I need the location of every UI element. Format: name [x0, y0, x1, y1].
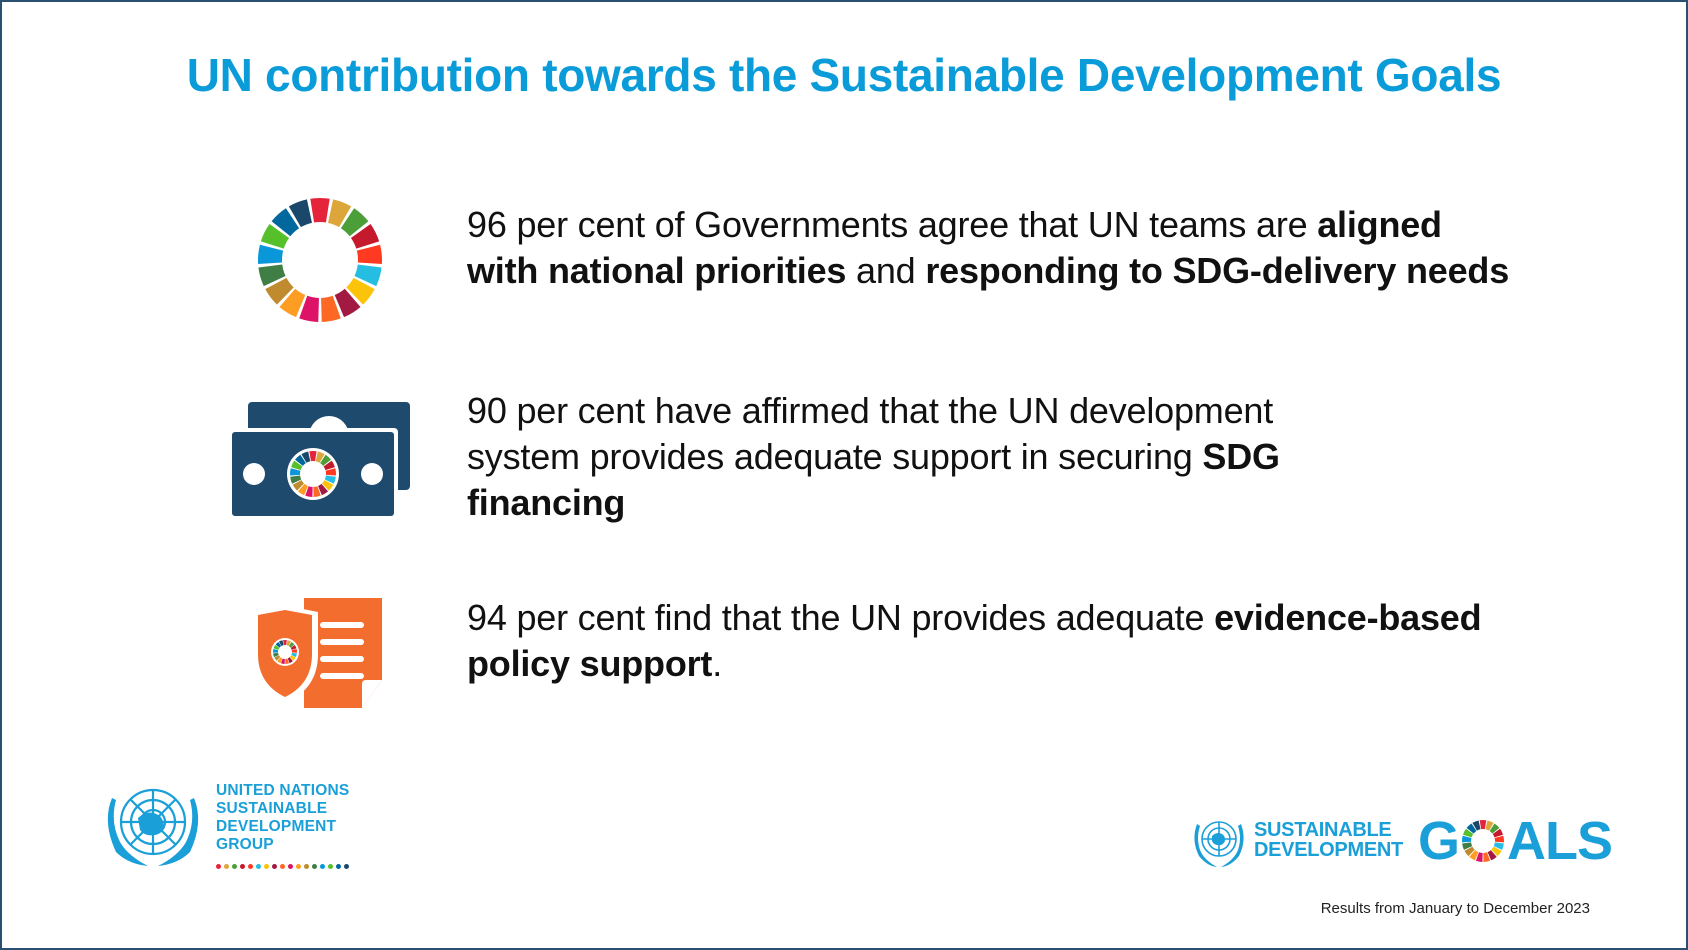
sdg-dot: [296, 864, 301, 869]
sdg-wheel-icon: [1462, 820, 1505, 862]
statement-policy-support: 94 per cent find that the UN provides ad…: [467, 595, 1482, 687]
sdg-dot: [216, 864, 221, 869]
sdg-dot: [272, 864, 277, 869]
un-emblem-icon: [107, 788, 199, 866]
results-period-note: Results from January to December 2023: [1320, 900, 1590, 917]
sdg-dot: [344, 864, 349, 869]
statement-line: 96 per cent of Governments agree that UN…: [467, 204, 1442, 245]
policy-document-shield-icon: [256, 596, 386, 710]
sdg-dot: [224, 864, 229, 869]
sdg-dot: [312, 864, 317, 869]
money-bills-icon: [228, 400, 412, 518]
sdg-dot: [328, 864, 333, 869]
statement-governments-alignment: 96 per cent of Governments agree that UN…: [467, 202, 1509, 294]
sdg-dot: [280, 864, 285, 869]
sdg-dot: [336, 864, 341, 869]
sdg-dot: [264, 864, 269, 869]
sdg-dot: [320, 864, 325, 869]
goals-wordmark: G ALS: [1418, 811, 1613, 871]
page-title: UN contribution towards the Sustainable …: [186, 49, 1502, 101]
sdg-dot: [232, 864, 237, 869]
statement-sdg-financing: 90 per cent have affirmed that the UN de…: [467, 388, 1280, 526]
statement-line: 94 per cent find that the UN provides ad…: [467, 597, 1482, 638]
sdg-dot: [240, 864, 245, 869]
sdg-goals-logo: SUSTAINABLE DEVELOPMENT G ALS: [1190, 810, 1613, 872]
unsdg-logo: UNITED NATIONS SUSTAINABLE DEVELOPMENT G…: [98, 778, 368, 874]
sdg-dot: [288, 864, 293, 869]
statement-line: financing: [467, 482, 626, 523]
statement-line: policy support.: [467, 643, 723, 684]
statement-line: system provides adequate support in secu…: [467, 436, 1280, 477]
sdg-dot: [256, 864, 261, 869]
sdg-dot: [248, 864, 253, 869]
sdg-color-dots: [216, 864, 349, 869]
statement-line: with national priorities and responding …: [467, 250, 1510, 291]
unsdg-wordmark: UNITED NATIONS SUSTAINABLE DEVELOPMENT G…: [216, 782, 350, 853]
sdg-wheel-icon: [256, 196, 384, 324]
sdg-wordmark: SUSTAINABLE DEVELOPMENT: [1254, 819, 1403, 861]
statement-line: 90 per cent have affirmed that the UN de…: [467, 390, 1274, 431]
un-emblem-icon: [1194, 821, 1244, 867]
sdg-dot: [304, 864, 309, 869]
